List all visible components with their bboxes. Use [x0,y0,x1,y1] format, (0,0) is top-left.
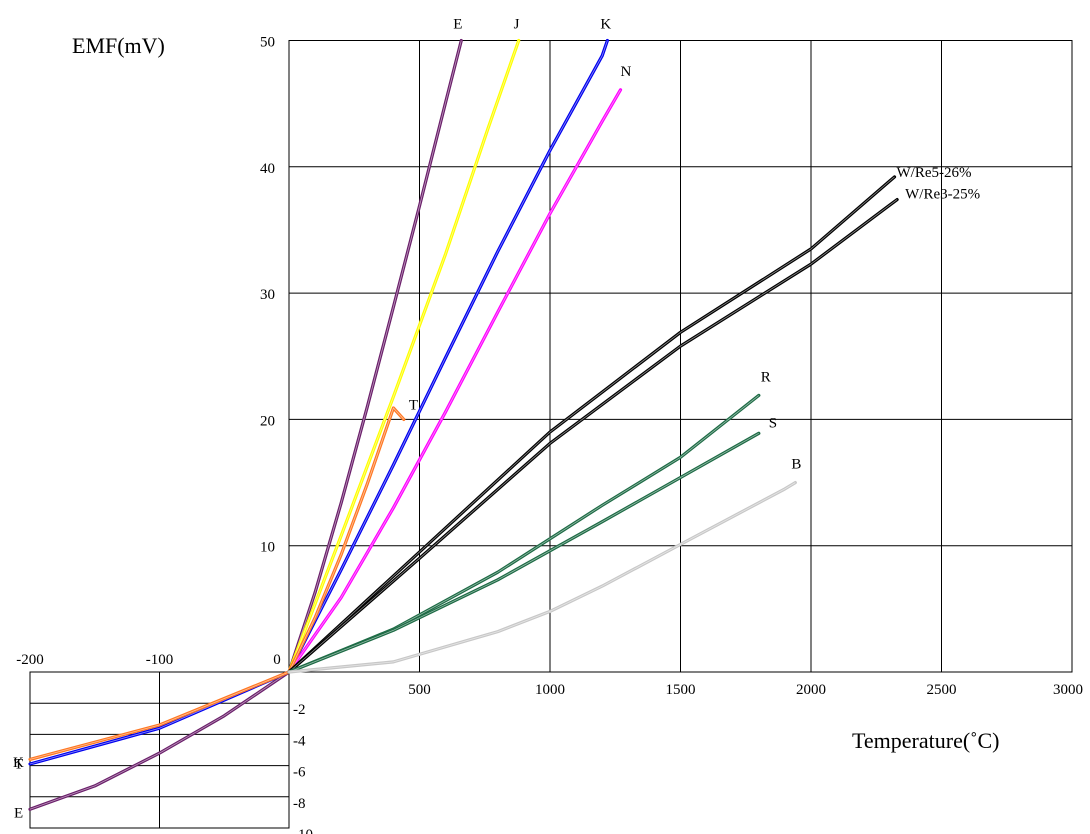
series-line-w-re5-26 [287,175,897,674]
series-label-start: E [14,805,23,821]
x-axis-title: Temperature(˚C) [852,728,1000,753]
series-line-highlight-b [288,482,796,673]
series-curves [28,38,899,811]
x-tick-label: 3000 [1053,682,1083,698]
series-line-highlight-e [29,40,462,810]
series-line-j [287,38,521,674]
y-tick-label: 30 [260,287,275,303]
series-label-end: R [761,369,771,385]
series-line-k [28,38,610,766]
y-tick-label: -10 [293,827,313,834]
series-line-highlight-s [288,432,759,673]
series-label-end: W/Re5-26% [897,165,972,181]
series-line-b [287,481,797,674]
series-label-end: T [409,397,418,413]
grid [29,40,1073,829]
series-label-end: N [620,64,631,80]
series-line-highlight-n [288,89,621,673]
x-tick-label: -200 [16,652,44,668]
x-tick-label: 500 [408,682,431,698]
series-label-end: S [769,415,777,431]
tick-labels: 500 1000 1500 2000 2500 3000 -200 -100 0 10 20 30 40… [16,35,1083,834]
series-line-s [287,431,761,674]
y-tick-label: -6 [293,765,306,781]
y-tick-label: 50 [260,35,275,51]
series-label-end: J [514,17,520,33]
x-tick-label: -100 [146,652,174,668]
series-line-e [28,38,463,811]
series-label-end: E [453,17,462,33]
series-label-end: B [791,457,801,473]
x-tick-label: 1500 [666,682,696,698]
y-tick-label: 40 [260,161,275,177]
x-tick-label: 1000 [535,682,565,698]
y-axis-title: EMF(mV) [72,33,165,58]
series-line-highlight-w-re5-26 [288,176,895,673]
series-label-end: K [600,17,611,33]
series-label-start: K [13,755,24,771]
x-tick-label: 2000 [796,682,826,698]
origin-label: 0 [273,652,281,668]
y-tick-label: -4 [293,733,306,749]
series-line-highlight-t [29,407,405,760]
y-tick-label: 10 [260,540,275,556]
series-line-highlight-k [29,40,608,765]
series-label-end: W/Re3-25% [905,187,980,203]
y-tick-label: 20 [260,413,275,429]
series-line-highlight-j [288,40,520,673]
series-label-start: T [14,756,23,772]
y-tick-label: -2 [293,702,306,718]
x-tick-label: 2500 [927,682,957,698]
y-tick-label: -8 [293,796,306,812]
series-line-highlight-w-re3-25 [288,199,898,673]
